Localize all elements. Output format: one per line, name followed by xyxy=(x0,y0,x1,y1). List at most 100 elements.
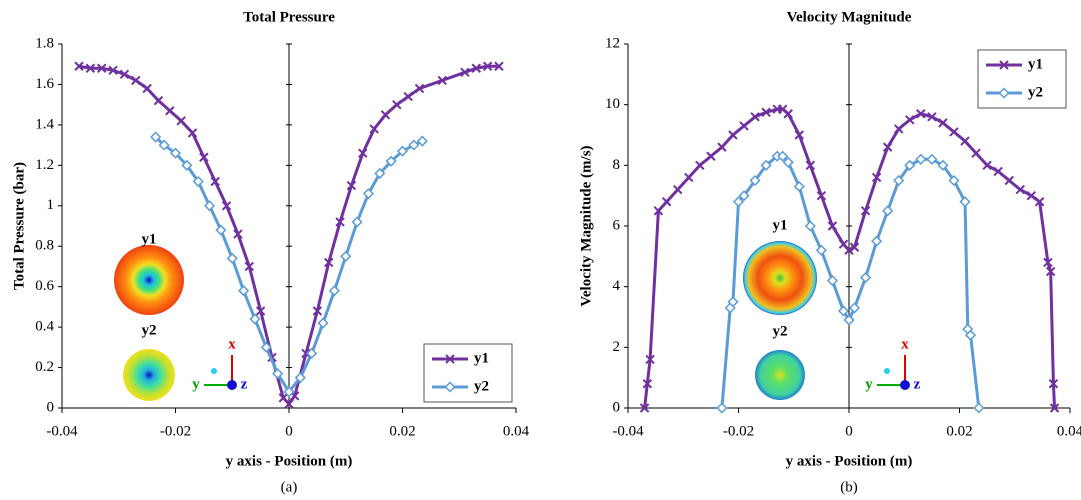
marker xyxy=(695,160,705,171)
marker xyxy=(728,130,738,140)
marker xyxy=(392,99,402,110)
marker xyxy=(960,136,970,146)
marker xyxy=(849,242,860,252)
triad-label: x xyxy=(901,336,909,352)
y-axis-label: Velocity Magnitude (m/s) xyxy=(578,145,594,306)
marker xyxy=(317,317,329,329)
marker xyxy=(328,285,340,297)
marker xyxy=(203,200,216,212)
marker xyxy=(119,69,130,80)
marker xyxy=(794,130,804,140)
marker xyxy=(408,139,420,151)
marker xyxy=(358,148,368,158)
marker xyxy=(999,60,1009,70)
marker xyxy=(860,272,872,284)
marker xyxy=(346,180,357,191)
marker xyxy=(165,106,175,116)
marker xyxy=(471,63,481,73)
marker xyxy=(335,217,345,227)
marker xyxy=(414,83,425,94)
marker xyxy=(249,313,261,325)
marker xyxy=(684,172,694,183)
marker xyxy=(805,160,816,171)
marker xyxy=(444,381,456,393)
inset-label: y1 xyxy=(142,231,157,247)
triad-z xyxy=(227,380,237,390)
marker xyxy=(169,147,182,159)
marker xyxy=(181,159,193,171)
legend-box xyxy=(423,343,513,403)
marker xyxy=(937,159,949,171)
marker xyxy=(848,302,861,314)
marker xyxy=(815,244,827,256)
marker xyxy=(916,109,926,119)
marker xyxy=(882,205,894,217)
marker xyxy=(905,115,915,125)
marker xyxy=(1026,190,1037,201)
y-tick-label: 1.6 xyxy=(35,76,54,92)
chart-title: Total Pressure xyxy=(243,9,335,25)
marker xyxy=(187,128,198,138)
marker xyxy=(948,174,960,187)
legend-label: y2 xyxy=(474,378,489,394)
x-tick-label: -0.04 xyxy=(46,423,78,439)
triad-dot xyxy=(211,368,217,374)
marker xyxy=(97,63,107,73)
marker xyxy=(782,156,794,168)
marker xyxy=(403,91,413,102)
marker xyxy=(294,372,306,384)
x-tick-label: 0.04 xyxy=(503,423,530,439)
marker xyxy=(959,196,971,208)
marker xyxy=(860,206,871,216)
y-tick-label: 4 xyxy=(613,278,621,294)
marker xyxy=(362,188,375,200)
marker xyxy=(460,67,470,78)
x-tick-label: 0 xyxy=(285,423,293,439)
y-tick-label: 10 xyxy=(605,96,620,112)
y-tick-label: 1.4 xyxy=(35,116,54,132)
triad-z xyxy=(900,380,910,390)
marker xyxy=(260,341,272,353)
y-tick-label: 6 xyxy=(613,217,621,233)
marker xyxy=(750,112,760,122)
marker xyxy=(926,153,938,165)
y-tick-label: 1.2 xyxy=(35,157,54,173)
triad-label: z xyxy=(914,376,921,392)
marker xyxy=(804,220,816,232)
marker xyxy=(1045,266,1056,277)
triad-dot xyxy=(884,368,890,374)
marker xyxy=(904,159,916,171)
marker xyxy=(760,159,772,171)
triad-label: y xyxy=(865,376,873,392)
chart-title: Velocity Magnitude xyxy=(787,9,912,25)
contour-inset xyxy=(123,349,175,401)
marker xyxy=(255,306,266,316)
marker xyxy=(85,63,96,73)
marker xyxy=(982,160,992,171)
marker xyxy=(238,285,250,297)
marker xyxy=(437,75,447,86)
inset-label: y2 xyxy=(773,323,788,339)
marker xyxy=(374,167,386,179)
marker xyxy=(272,368,284,380)
marker xyxy=(1004,175,1014,186)
marker xyxy=(176,116,186,126)
marker xyxy=(893,174,905,187)
x-tick-label: 0 xyxy=(845,423,853,439)
marker xyxy=(661,197,672,207)
marker xyxy=(215,224,227,236)
marker xyxy=(108,65,118,75)
contour-inset xyxy=(755,350,805,400)
contour-inset xyxy=(114,245,184,315)
x-tick-label: -0.02 xyxy=(160,423,191,439)
marker xyxy=(938,118,948,128)
marker xyxy=(732,196,745,208)
marker xyxy=(233,229,243,239)
y-tick-label: 8 xyxy=(613,157,621,173)
marker xyxy=(385,155,397,167)
marker xyxy=(1048,379,1059,389)
marker xyxy=(158,139,170,151)
marker xyxy=(324,257,334,268)
